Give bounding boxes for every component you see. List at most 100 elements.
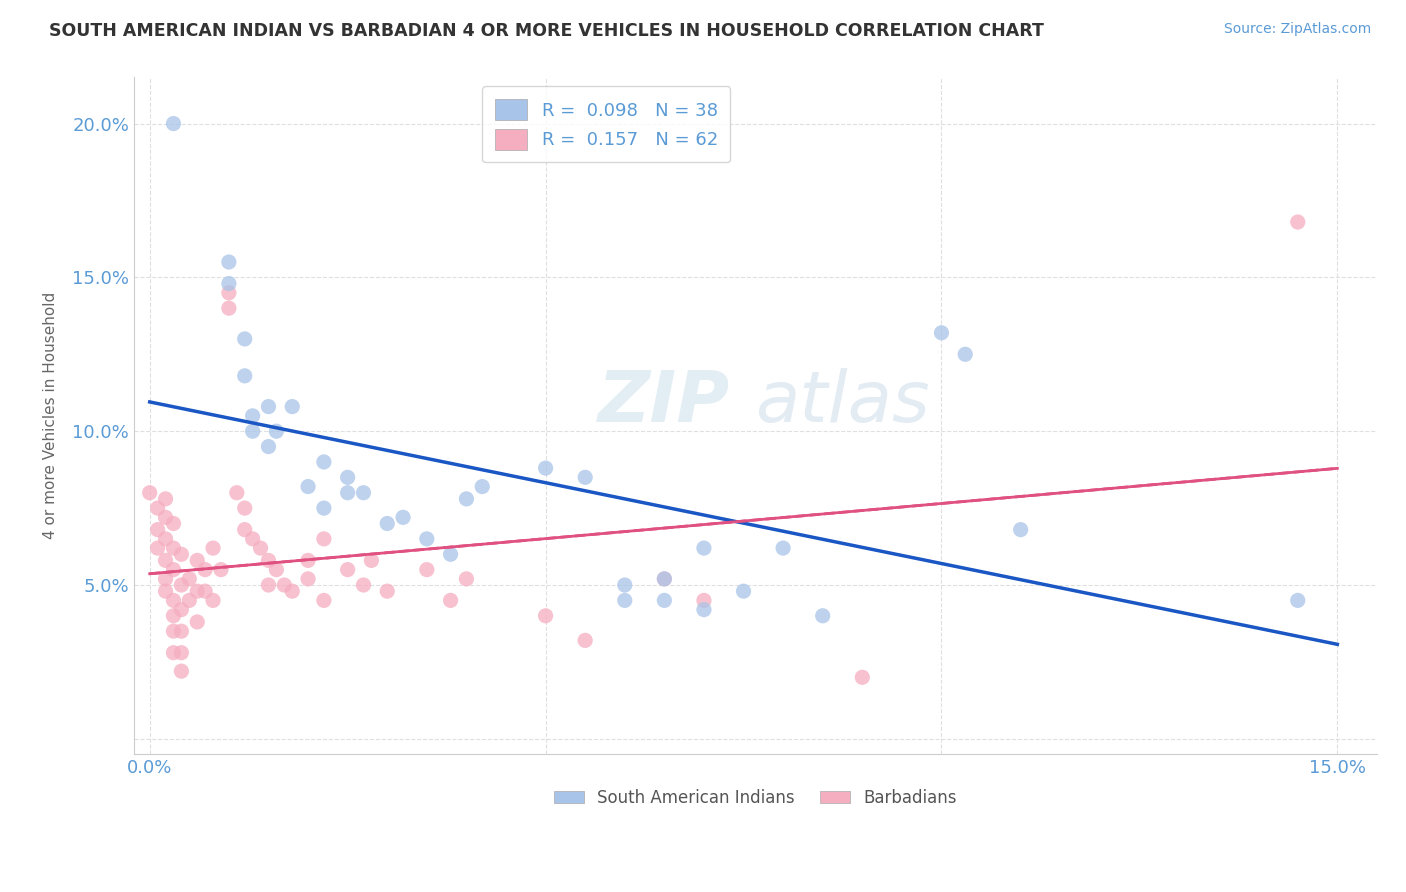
Point: [242, 532, 264, 546]
Point: [146, 523, 169, 537]
Point: [733, 584, 755, 599]
Point: [693, 602, 716, 616]
Point: [416, 532, 439, 546]
Point: [613, 578, 636, 592]
Point: [273, 578, 295, 592]
Text: atlas: atlas: [755, 368, 929, 437]
Point: [249, 541, 271, 555]
Point: [233, 368, 256, 383]
Point: [266, 424, 288, 438]
Point: [654, 572, 676, 586]
Point: [439, 547, 461, 561]
Point: [534, 608, 557, 623]
Point: [138, 485, 160, 500]
Point: [312, 501, 335, 516]
Point: [931, 326, 953, 340]
Point: [162, 541, 184, 555]
Point: [336, 485, 359, 500]
Point: [336, 563, 359, 577]
Point: [281, 584, 304, 599]
Point: [312, 532, 335, 546]
Point: [155, 491, 177, 506]
Point: [162, 624, 184, 639]
Point: [170, 646, 193, 660]
Point: [257, 400, 280, 414]
Point: [811, 608, 834, 623]
Point: [162, 563, 184, 577]
Point: [613, 593, 636, 607]
Point: [336, 470, 359, 484]
Point: [360, 553, 382, 567]
Point: [416, 563, 439, 577]
Point: [194, 584, 217, 599]
Point: [654, 593, 676, 607]
Point: [146, 501, 169, 516]
Point: [162, 646, 184, 660]
Point: [312, 455, 335, 469]
Point: [170, 602, 193, 616]
Point: [375, 584, 398, 599]
Point: [242, 424, 264, 438]
Point: [297, 572, 319, 586]
Point: [312, 593, 335, 607]
Point: [534, 461, 557, 475]
Point: [146, 541, 169, 555]
Point: [297, 479, 319, 493]
Point: [209, 563, 232, 577]
Point: [186, 615, 208, 629]
Point: [202, 593, 225, 607]
Point: [1286, 593, 1309, 607]
Point: [233, 501, 256, 516]
Point: [186, 584, 208, 599]
Point: [693, 541, 716, 555]
Point: [186, 553, 208, 567]
Point: [155, 532, 177, 546]
Point: [155, 572, 177, 586]
Point: [218, 301, 240, 315]
Point: [654, 572, 676, 586]
Point: [1286, 215, 1309, 229]
Point: [218, 285, 240, 300]
Point: [392, 510, 415, 524]
Point: [772, 541, 794, 555]
Point: [851, 670, 873, 684]
Text: Source: ZipAtlas.com: Source: ZipAtlas.com: [1223, 22, 1371, 37]
Point: [170, 624, 193, 639]
Point: [179, 593, 201, 607]
Y-axis label: 4 or more Vehicles in Household: 4 or more Vehicles in Household: [44, 293, 58, 540]
Text: SOUTH AMERICAN INDIAN VS BARBADIAN 4 OR MORE VEHICLES IN HOUSEHOLD CORRELATION C: SOUTH AMERICAN INDIAN VS BARBADIAN 4 OR …: [49, 22, 1045, 40]
Point: [955, 347, 977, 361]
Point: [225, 485, 247, 500]
Point: [170, 664, 193, 678]
Point: [1010, 523, 1032, 537]
Point: [194, 563, 217, 577]
Point: [281, 400, 304, 414]
Text: ZIP: ZIP: [599, 368, 731, 437]
Point: [218, 277, 240, 291]
Point: [155, 553, 177, 567]
Point: [456, 491, 478, 506]
Point: [170, 547, 193, 561]
Point: [574, 633, 596, 648]
Legend: South American Indians, Barbadians: South American Indians, Barbadians: [547, 782, 963, 814]
Point: [297, 553, 319, 567]
Point: [574, 470, 596, 484]
Point: [257, 440, 280, 454]
Point: [233, 332, 256, 346]
Point: [233, 523, 256, 537]
Point: [257, 553, 280, 567]
Point: [179, 572, 201, 586]
Point: [353, 578, 375, 592]
Point: [155, 584, 177, 599]
Point: [693, 593, 716, 607]
Point: [170, 578, 193, 592]
Point: [456, 572, 478, 586]
Point: [155, 510, 177, 524]
Point: [162, 516, 184, 531]
Point: [162, 608, 184, 623]
Point: [471, 479, 494, 493]
Point: [202, 541, 225, 555]
Point: [242, 409, 264, 423]
Point: [218, 255, 240, 269]
Point: [375, 516, 398, 531]
